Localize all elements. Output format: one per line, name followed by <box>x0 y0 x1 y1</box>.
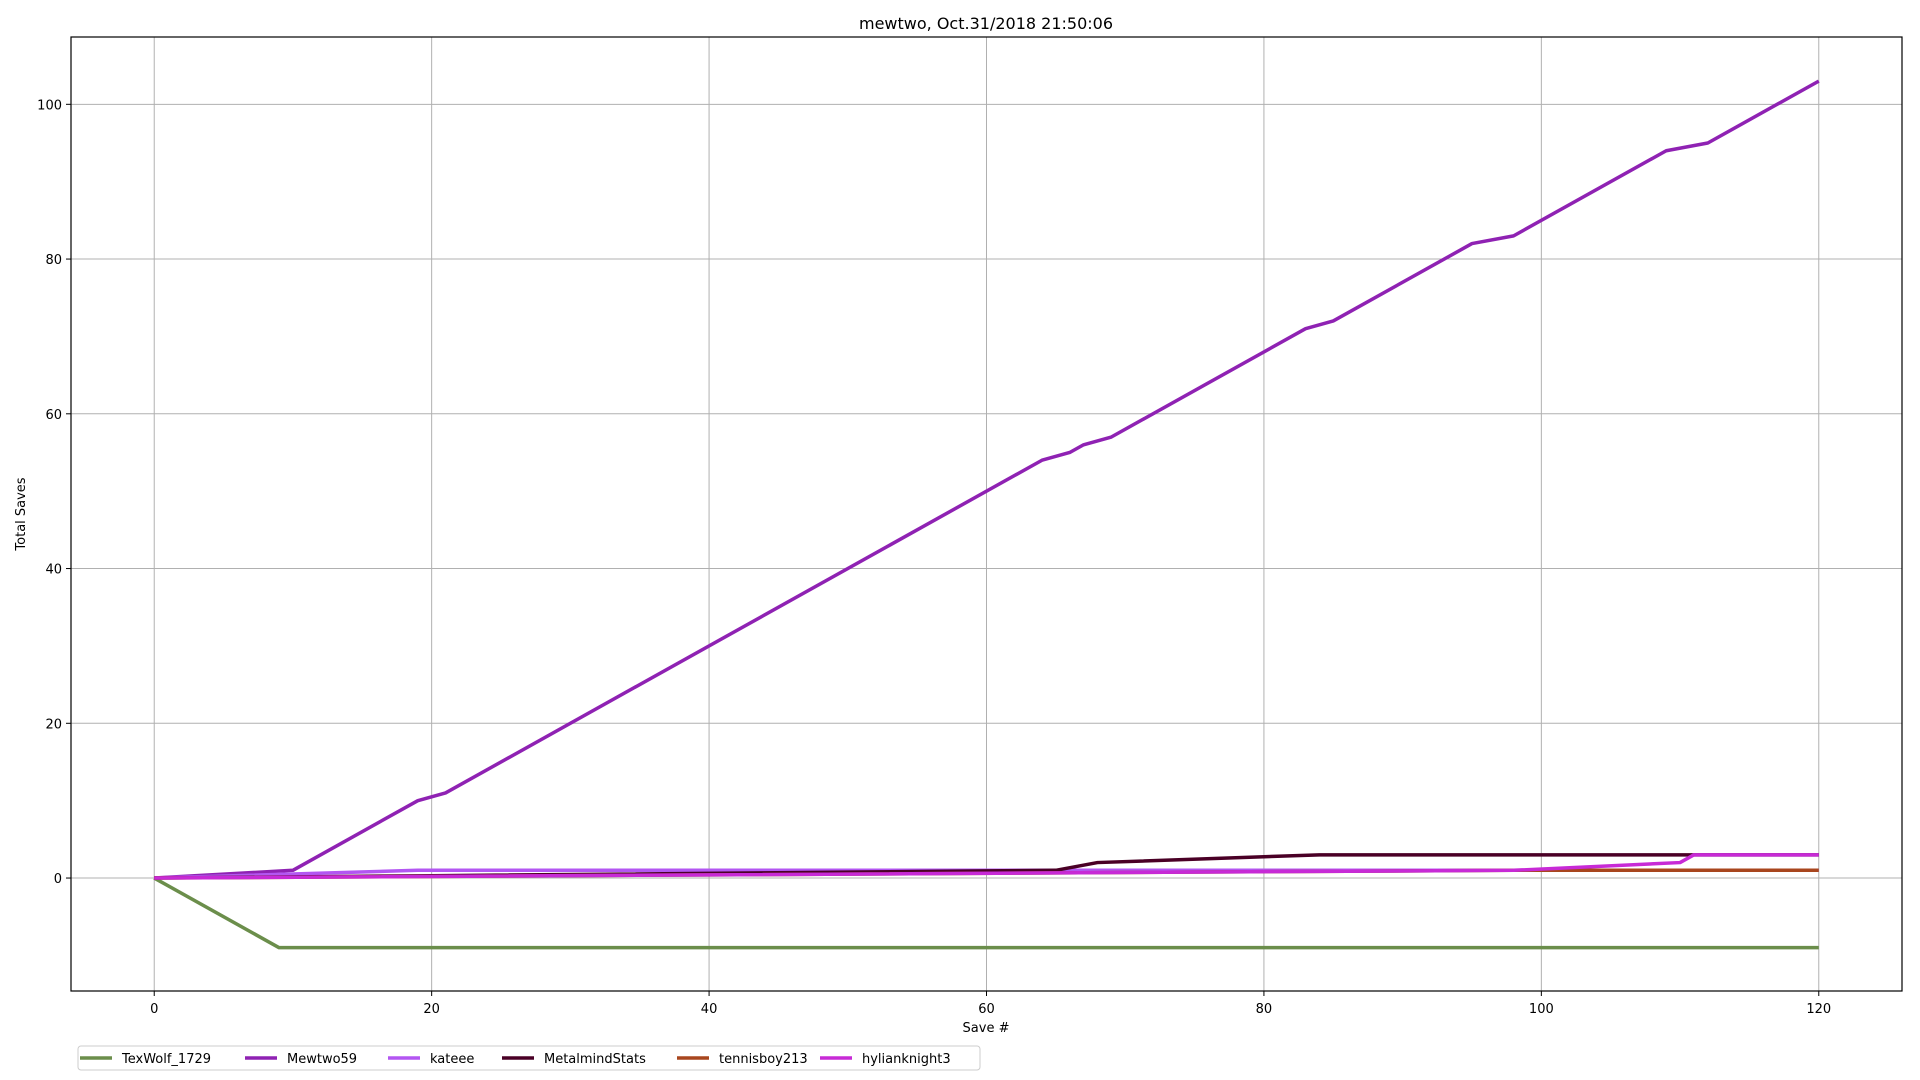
y-tick-label: 100 <box>37 98 62 113</box>
x-tick-label: 20 <box>423 1002 440 1017</box>
x-axis-label: Save # <box>963 1021 1010 1036</box>
series-lines <box>153 79 1820 950</box>
legend-label: Mewtwo59 <box>287 1052 357 1067</box>
series-line-texwolf-1729 <box>153 876 1819 950</box>
legend-label: MetalmindStats <box>544 1052 646 1067</box>
legend-label: tennisboy213 <box>719 1052 808 1067</box>
y-tick-label: 60 <box>45 408 62 423</box>
legend: TexWolf_1729 Mewtwo59 kateee MetalmindStats… <box>77 1045 981 1071</box>
x-tick-label: 40 <box>701 1002 718 1017</box>
legend-label: kateee <box>430 1052 474 1067</box>
y-tick-label: 80 <box>45 253 62 268</box>
x-tick-label: 0 <box>150 1002 158 1017</box>
series-line-hylianknight3 <box>154 853 1819 880</box>
legend-label: hylianknight3 <box>862 1052 951 1067</box>
x-tick-label: 100 <box>1529 1002 1554 1017</box>
x-tick-label: 60 <box>978 1002 995 1017</box>
x-tick-label: 120 <box>1806 1002 1831 1017</box>
chart-title: mewtwo, Oct.31/2018 21:50:06 <box>859 14 1113 33</box>
series-line-mewtwo59 <box>154 79 1820 880</box>
y-tick-label: 40 <box>45 563 62 578</box>
y-axis-label: Total Saves <box>14 477 29 551</box>
legend-label: TexWolf_1729 <box>121 1052 211 1067</box>
y-tick-label: 0 <box>54 872 62 887</box>
grid <box>71 37 1902 991</box>
x-tick-label: 80 <box>1256 1002 1273 1017</box>
ticks: 0 20 40 60 80 100 120 0 20 40 60 80 100 <box>37 98 1831 1017</box>
y-tick-label: 20 <box>45 717 62 732</box>
